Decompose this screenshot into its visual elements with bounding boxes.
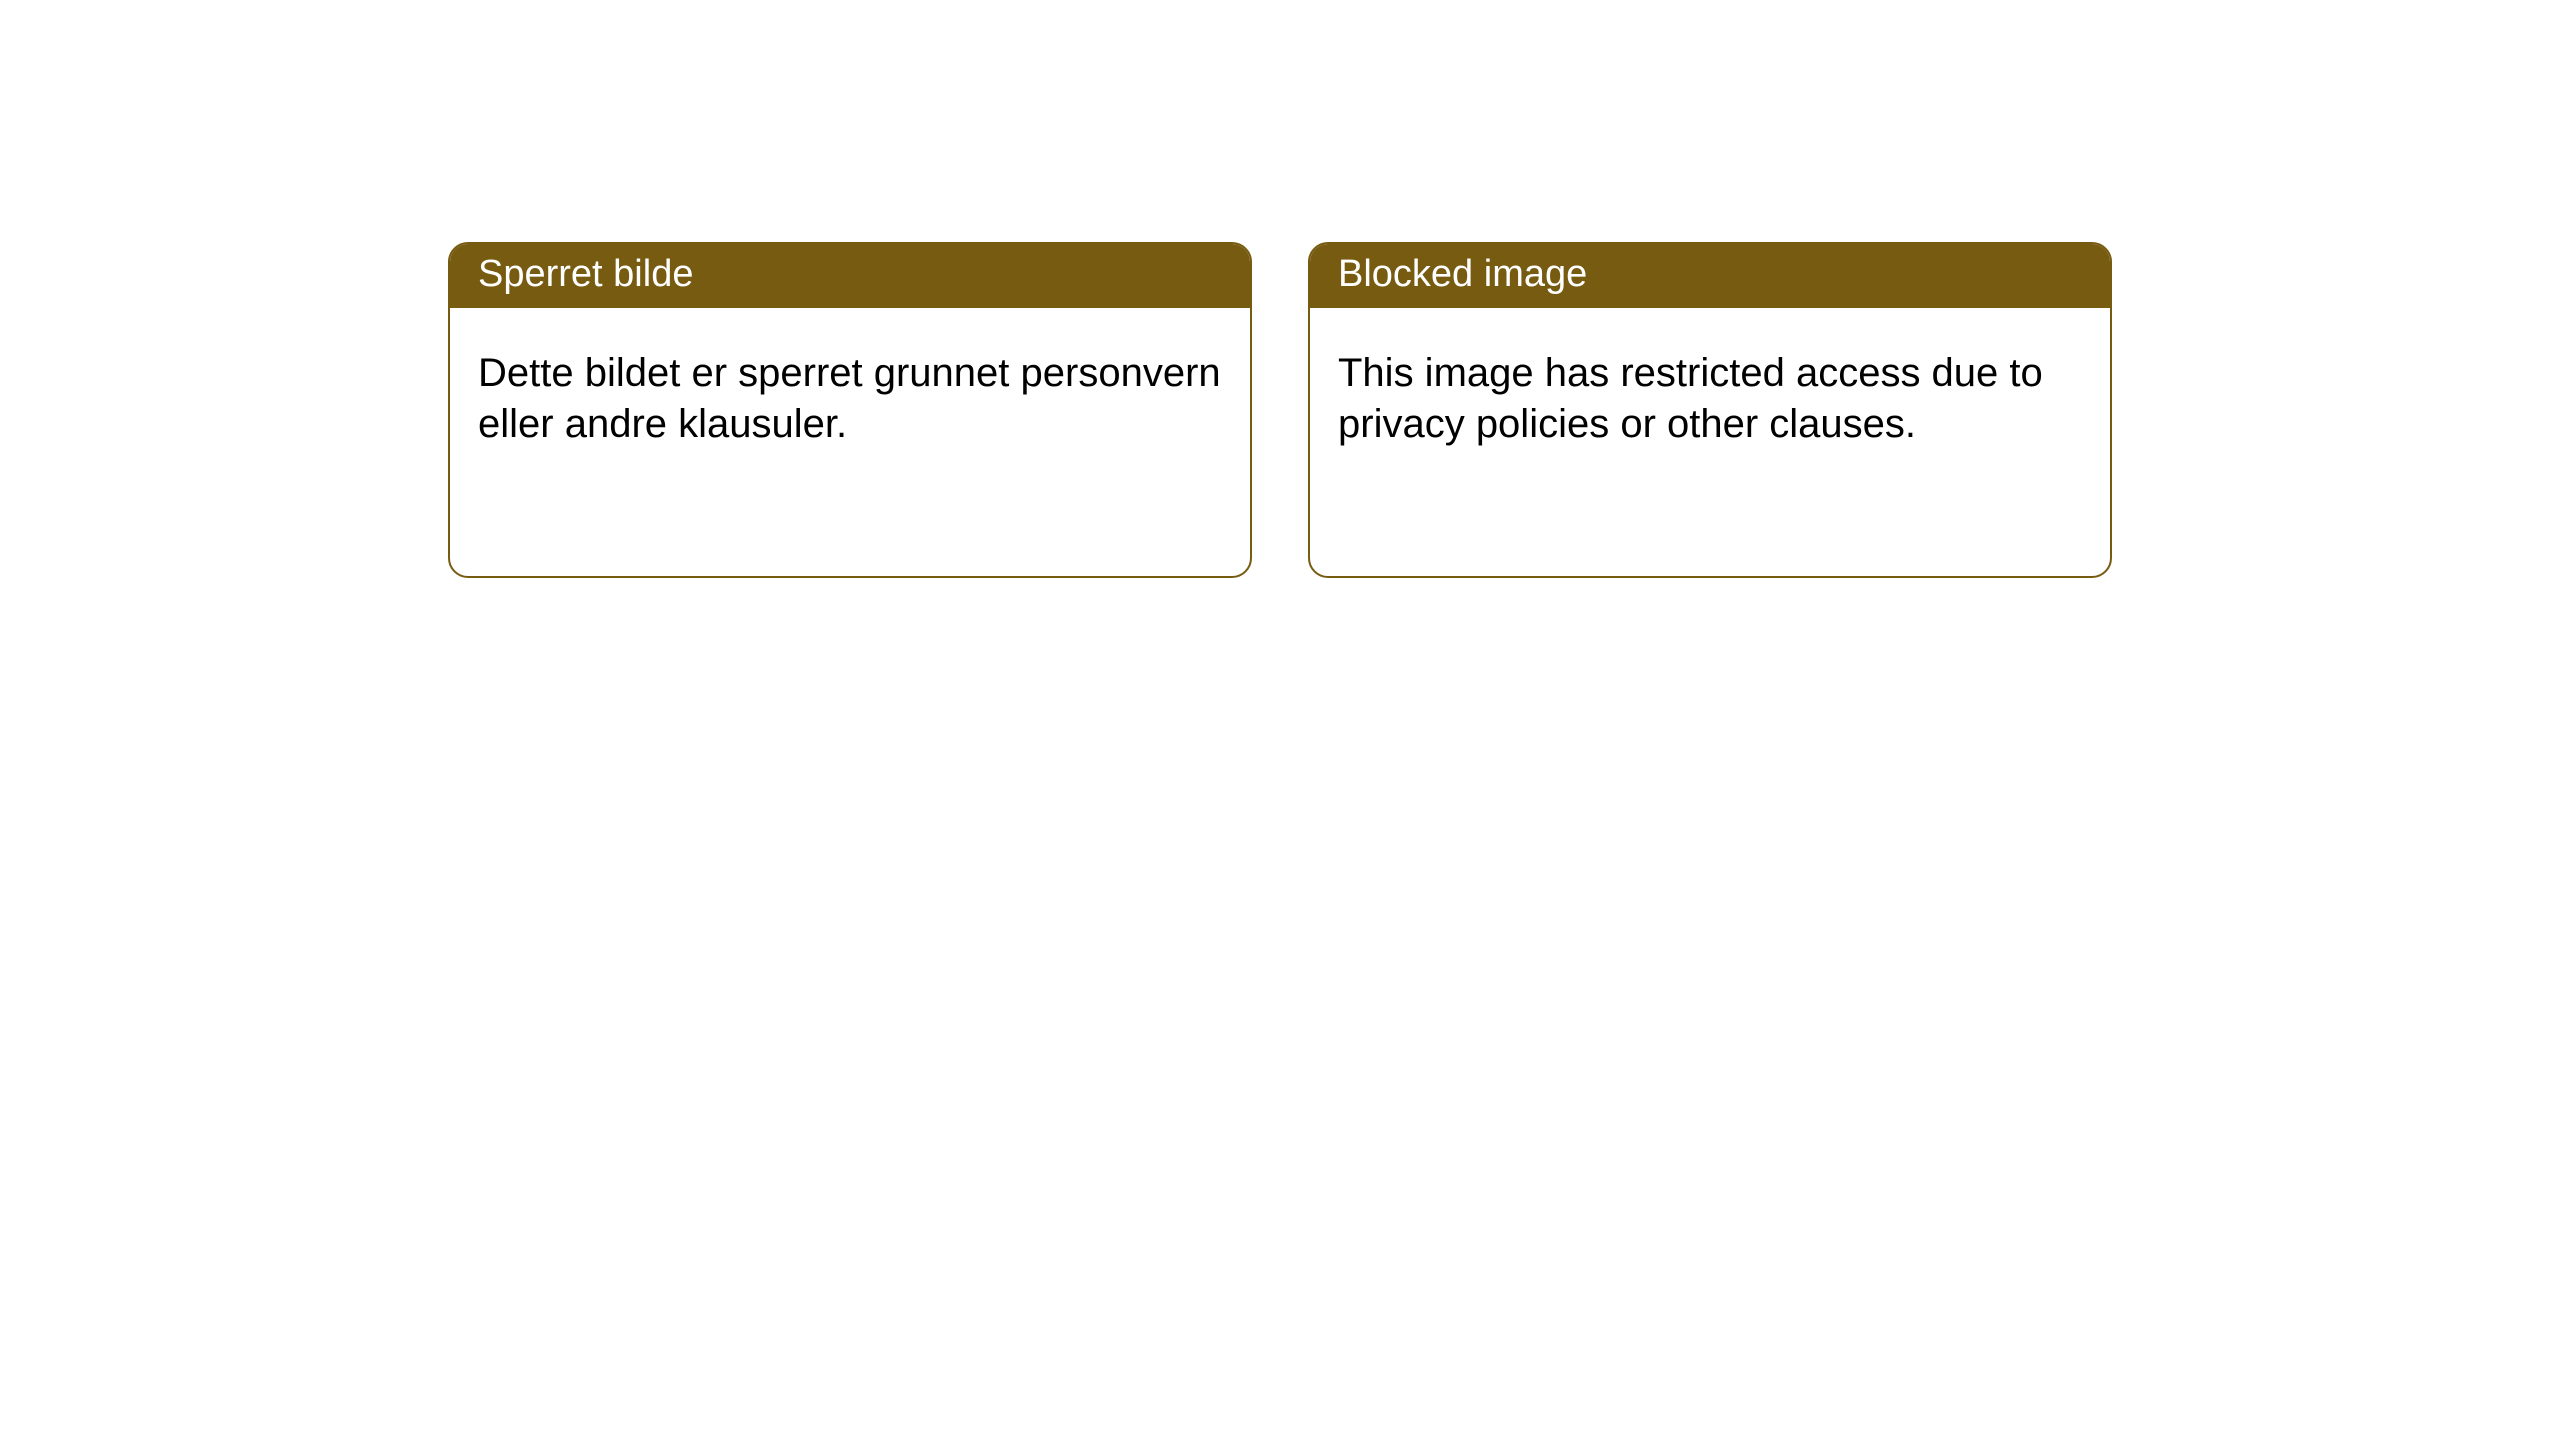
notice-title: Blocked image [1310,244,2110,308]
notice-card-norwegian: Sperret bilde Dette bildet er sperret gr… [448,242,1252,578]
notice-body: Dette bildet er sperret grunnet personve… [450,308,1250,478]
notice-card-english: Blocked image This image has restricted … [1308,242,2112,578]
notice-body: This image has restricted access due to … [1310,308,2110,478]
notice-container: Sperret bilde Dette bildet er sperret gr… [0,0,2560,578]
notice-title: Sperret bilde [450,244,1250,308]
